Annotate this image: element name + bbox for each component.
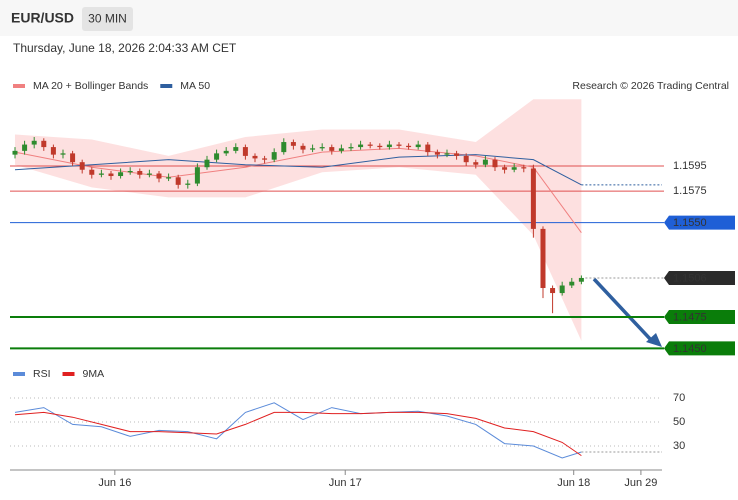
candle-body	[444, 153, 450, 155]
candle-body	[338, 148, 344, 151]
rsi-line	[14, 402, 582, 459]
candle-body	[89, 169, 95, 175]
y-tick-label: 70	[673, 392, 685, 404]
ma-line	[14, 154, 582, 186]
candle-body	[242, 147, 248, 156]
level-tag	[664, 270, 735, 285]
forecast-arrowhead	[646, 333, 662, 347]
candle-body	[204, 159, 210, 168]
source: Research © 2026 Trading Central	[572, 80, 729, 92]
legend-label: 9MA	[83, 368, 105, 380]
candle-body	[559, 285, 565, 294]
candle-body	[22, 144, 28, 151]
candle-body	[406, 145, 412, 148]
interval-button[interactable]	[82, 7, 133, 31]
candle-body	[118, 172, 124, 177]
level-label: 1.1450	[673, 343, 707, 355]
candle-body	[540, 228, 546, 289]
candle-body	[492, 159, 498, 168]
y-tick-label: 30	[673, 440, 685, 452]
candle-body	[358, 144, 364, 148]
candle-body	[521, 167, 527, 169]
candle-body	[319, 147, 325, 149]
candle-body	[550, 288, 556, 294]
candle-body	[252, 155, 258, 159]
candle-body	[367, 144, 373, 146]
candle-body	[281, 142, 287, 153]
candle-body	[482, 159, 488, 165]
candle-body	[175, 177, 181, 185]
level-label: 1.1550	[673, 217, 707, 229]
candle-body	[502, 167, 508, 170]
candle-body	[271, 152, 277, 160]
candle-body	[386, 144, 392, 148]
level-label: 1.1575	[673, 185, 707, 197]
bollinger-band	[14, 99, 582, 341]
candle-body	[79, 162, 85, 170]
x-tick-label: Jun 16	[98, 477, 131, 489]
candle-body	[50, 147, 56, 155]
candle-body	[31, 140, 37, 145]
legend-label: MA 50	[180, 80, 210, 92]
legend-label: RSI	[33, 368, 51, 380]
level-label: 1.1506	[673, 272, 707, 284]
candle-body	[463, 155, 469, 163]
candle-body	[127, 170, 133, 173]
candle-body	[223, 150, 229, 154]
candle-body	[156, 173, 162, 179]
candle-body	[511, 167, 517, 170]
legend-label: MA 20 + Bollinger Bands	[33, 80, 148, 92]
y-tick-label: 50	[673, 416, 685, 428]
candle-body	[98, 173, 104, 175]
level-tag	[664, 215, 735, 230]
level-tag	[664, 309, 735, 324]
candle-body	[310, 148, 316, 150]
candle-body	[70, 153, 76, 163]
candle-body	[530, 168, 536, 229]
candle-body	[425, 144, 431, 153]
rsi-line	[14, 411, 582, 457]
candle-body	[434, 152, 440, 155]
candle-body	[60, 153, 66, 155]
candle-body	[233, 147, 239, 151]
candle-body	[214, 153, 220, 160]
candle-body	[578, 277, 584, 282]
candle-body	[290, 142, 296, 146]
candle-body	[194, 167, 200, 184]
candle-body	[262, 158, 268, 160]
level-tag	[664, 341, 735, 356]
candle-body	[377, 145, 383, 148]
candle-body	[137, 170, 143, 175]
level-label: 1.1595	[673, 160, 707, 172]
datetime: Thursday, June 18, 2026 2:04:33 AM CET	[13, 41, 237, 55]
candle-body	[146, 173, 152, 175]
candle-body	[569, 281, 575, 286]
candle-body	[473, 162, 479, 165]
x-tick-label: Jun 17	[329, 477, 362, 489]
x-tick-label: Jun 18	[557, 477, 590, 489]
candle-body	[415, 144, 421, 148]
candle-body	[108, 173, 114, 177]
candle-body	[348, 147, 354, 149]
candle-body	[454, 153, 460, 156]
candle-body	[396, 144, 402, 146]
x-tick-label: Jun 29	[624, 477, 657, 489]
candle-body	[41, 140, 47, 148]
candle-body	[166, 177, 172, 179]
level-label: 1.1475	[673, 311, 707, 323]
interval-label[interactable]: 30 MIN	[88, 12, 127, 26]
symbol: EUR/USD	[11, 10, 74, 26]
candle-body	[185, 183, 191, 185]
forecast-arrow	[592, 277, 654, 343]
candle-body	[300, 145, 306, 150]
candle-body	[329, 147, 335, 151]
candle-body	[12, 150, 18, 155]
